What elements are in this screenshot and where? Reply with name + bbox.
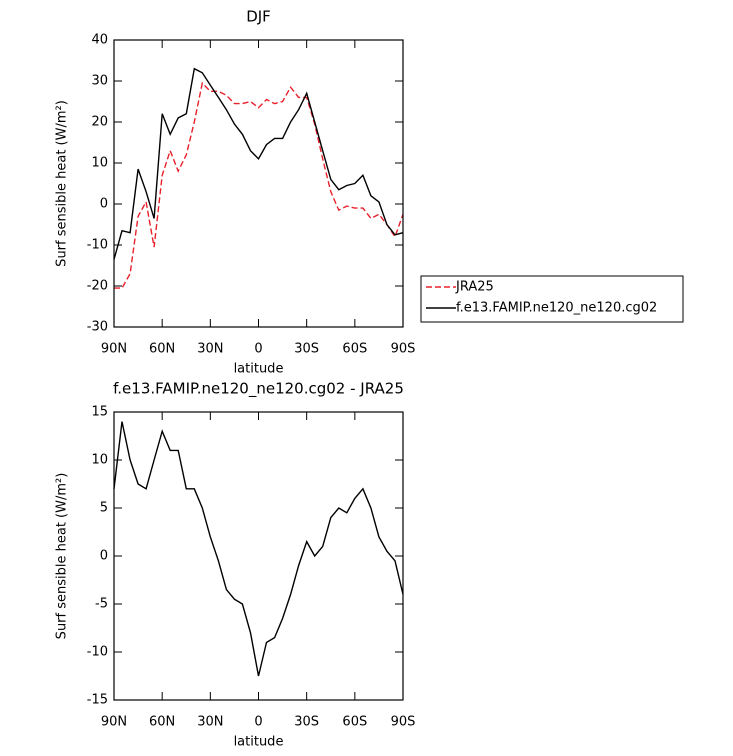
x-tick-label: 0 <box>254 342 262 357</box>
y-axis-label: Surf sensible heat (W/m²) <box>55 100 70 267</box>
y-tick-label: 5 <box>100 501 108 516</box>
x-tick-label: 60N <box>149 342 175 357</box>
x-axis-label: latitude <box>234 735 284 750</box>
chart-title: DJF <box>246 8 271 26</box>
x-tick-label: 90N <box>101 342 127 357</box>
chart-title: f.e13.FAMIP.ne120_ne120.cg02 - JRA25 <box>113 380 404 399</box>
y-tick-label: -20 <box>87 279 108 294</box>
y-tick-label: 15 <box>91 405 108 420</box>
legend-label: JRA25 <box>455 280 494 295</box>
data-line <box>113 67 404 260</box>
y-tick-label: -15 <box>87 693 108 708</box>
x-tick-label: 60S <box>342 342 367 357</box>
y-axis-label: Surf sensible heat (W/m²) <box>55 473 70 640</box>
y-tick-label: -5 <box>95 597 108 612</box>
plot-frame <box>113 411 404 701</box>
x-tick-label: 60S <box>342 715 367 730</box>
y-tick-label: 20 <box>91 115 108 130</box>
x-tick-label: 90S <box>391 715 416 730</box>
x-tick-label: 30N <box>197 342 223 357</box>
legend-box <box>420 275 684 323</box>
x-tick-label: 60N <box>149 715 175 730</box>
x-axis-label: latitude <box>234 362 284 377</box>
plot-frame <box>113 39 404 328</box>
data-line <box>114 81 404 289</box>
x-tick-label: 30S <box>294 715 319 730</box>
y-tick-label: 0 <box>100 549 108 564</box>
y-tick-label: 10 <box>91 453 108 468</box>
y-tick-label: 0 <box>100 197 108 212</box>
legend-label: f.e13.FAMIP.ne120_ne120.cg02 <box>456 301 657 316</box>
data-line <box>113 421 404 677</box>
y-tick-label: -10 <box>87 645 108 660</box>
x-tick-label: 30S <box>294 342 319 357</box>
x-tick-label: 0 <box>254 715 262 730</box>
y-tick-label: 40 <box>91 33 108 48</box>
x-tick-label: 90S <box>391 342 416 357</box>
y-tick-label: 10 <box>91 156 108 171</box>
y-tick-label: -30 <box>87 320 108 335</box>
y-tick-label: 30 <box>91 74 108 89</box>
y-tick-label: -10 <box>87 238 108 253</box>
x-tick-label: 30N <box>197 715 223 730</box>
x-tick-label: 90N <box>101 715 127 730</box>
